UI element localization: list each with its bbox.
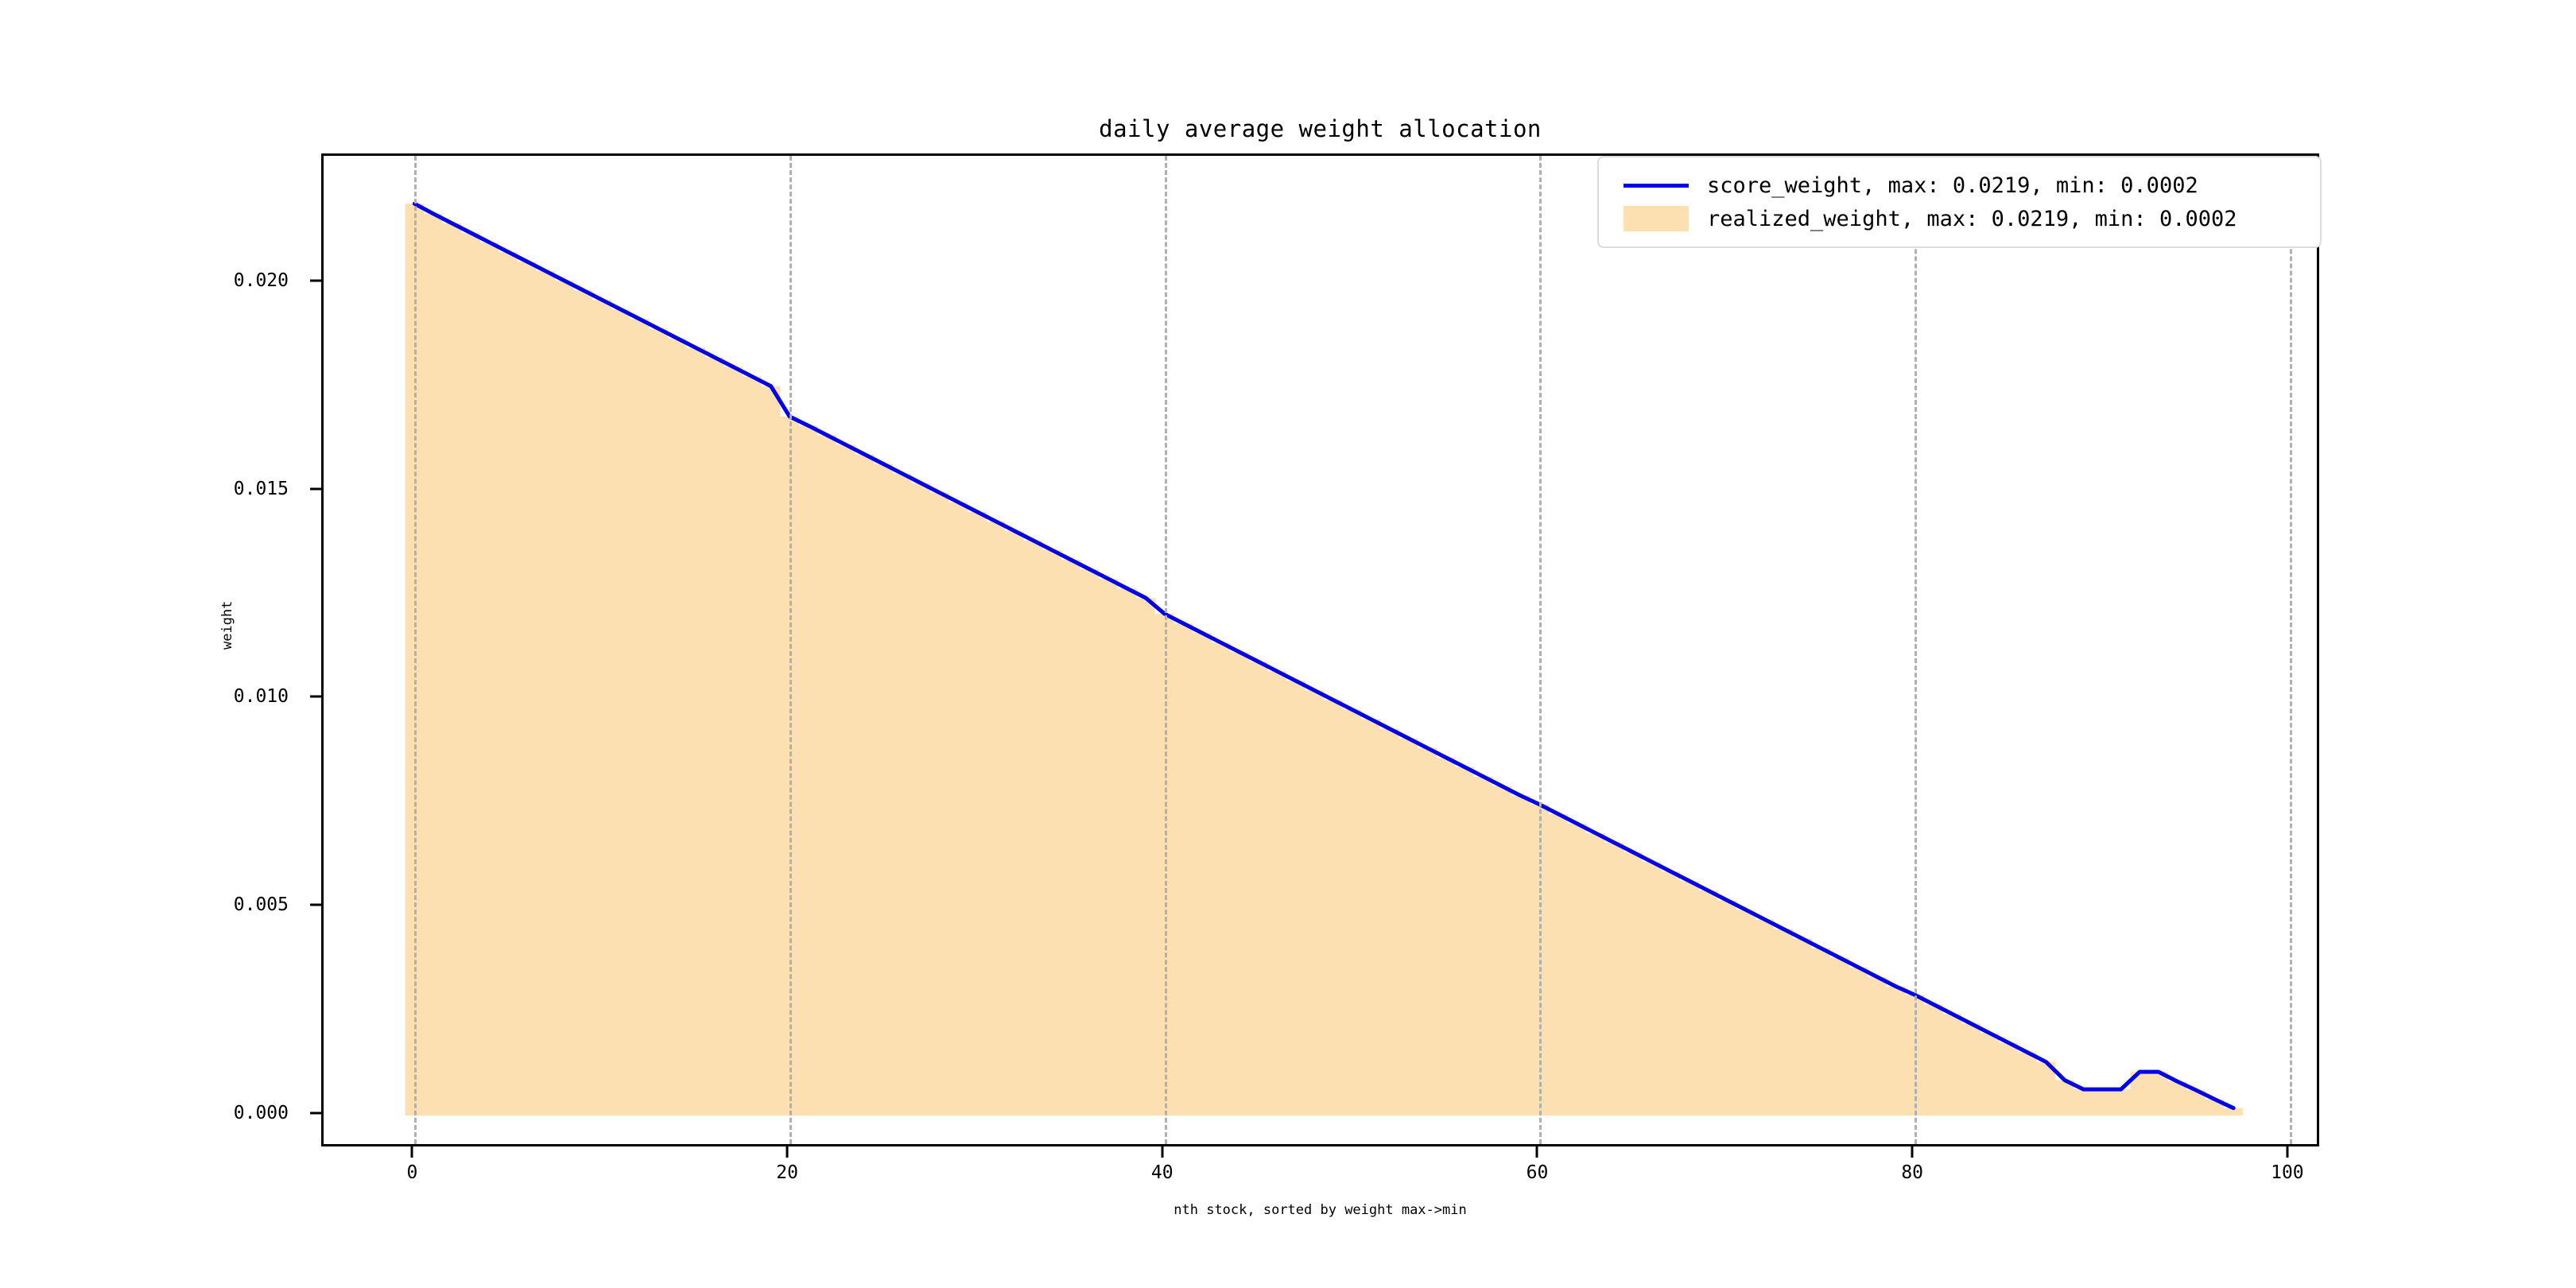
legend-line-swatch-icon [1613, 183, 1699, 188]
x-tick-label-0: 0 [406, 1162, 418, 1183]
x-tick-mark-20 [786, 1146, 789, 1158]
gridline-x-80 [1915, 156, 1918, 1144]
gridline-x-20 [789, 156, 793, 1144]
y-tick-label-0.015: 0.015 [233, 478, 289, 499]
legend-item-realized-weight[interactable]: realized_weight, max: 0.0219, min: 0.000… [1613, 202, 2306, 235]
plot-area [324, 156, 2317, 1144]
x-tick-label-20: 20 [776, 1162, 798, 1183]
gridline-x-0 [414, 156, 417, 1144]
y-axis-label: weight [219, 600, 235, 650]
x-tick-label-80: 80 [1901, 1162, 1924, 1183]
legend-label-realized-weight: realized_weight, max: 0.0219, min: 0.000… [1707, 206, 2237, 231]
chart-title: daily average weight allocation [1099, 115, 1542, 142]
x-axis-label: nth stock, sorted by weight max->min [1174, 1202, 1467, 1218]
data-layer [405, 201, 2243, 1116]
x-tick-label-100: 100 [2271, 1162, 2304, 1183]
y-tick-mark-0.010 [310, 695, 321, 698]
y-tick-mark-0.020 [310, 279, 321, 282]
gridline-x-100 [2289, 156, 2292, 1144]
gridline-x-40 [1164, 156, 1167, 1144]
legend-patch-swatch-icon [1613, 206, 1699, 231]
y-tick-mark-0.000 [310, 1111, 321, 1115]
gridline-x-60 [1539, 156, 1542, 1144]
legend-item-score-weight[interactable]: score_weight, max: 0.0219, min: 0.0002 [1613, 169, 2306, 202]
chart-legend[interactable]: score_weight, max: 0.0219, min: 0.0002 r… [1597, 156, 2322, 248]
y-tick-label-0.005: 0.005 [233, 894, 289, 916]
x-tick-label-40: 40 [1150, 1162, 1174, 1183]
y-tick-mark-0.005 [310, 903, 321, 906]
score-weight-line [412, 201, 2236, 1111]
x-tick-mark-0 [410, 1146, 413, 1158]
y-tick-label-0.000: 0.000 [233, 1103, 289, 1124]
x-tick-label-60: 60 [1526, 1162, 1549, 1183]
x-tick-mark-100 [2286, 1146, 2289, 1158]
y-tick-label-0.010: 0.010 [233, 686, 289, 708]
x-tick-mark-60 [1535, 1146, 1538, 1158]
realized-weight-area [405, 204, 2243, 1116]
plot-axes [321, 153, 2319, 1146]
y-tick-label-0.020: 0.020 [233, 270, 289, 291]
x-tick-mark-40 [1161, 1146, 1164, 1158]
x-tick-mark-80 [1911, 1146, 1914, 1158]
y-tick-mark-0.015 [310, 487, 321, 491]
legend-label-score-weight: score_weight, max: 0.0219, min: 0.0002 [1707, 173, 2198, 198]
